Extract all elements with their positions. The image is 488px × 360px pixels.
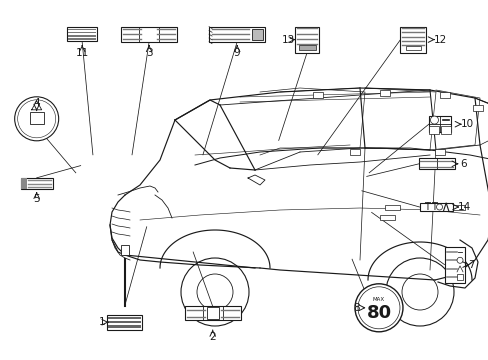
Text: 9: 9	[233, 48, 240, 58]
FancyBboxPatch shape	[312, 92, 323, 98]
Text: T: T	[430, 202, 436, 212]
FancyBboxPatch shape	[107, 315, 142, 330]
FancyBboxPatch shape	[444, 247, 464, 283]
Text: 6: 6	[459, 159, 466, 169]
FancyBboxPatch shape	[456, 274, 462, 280]
FancyBboxPatch shape	[384, 205, 399, 210]
Text: 13: 13	[281, 35, 295, 45]
FancyBboxPatch shape	[405, 46, 420, 50]
FancyBboxPatch shape	[121, 245, 128, 255]
FancyBboxPatch shape	[400, 27, 425, 53]
Circle shape	[354, 284, 402, 332]
Text: 10: 10	[460, 119, 472, 129]
Text: 1: 1	[98, 317, 105, 327]
FancyBboxPatch shape	[439, 92, 449, 98]
FancyBboxPatch shape	[108, 325, 141, 328]
FancyBboxPatch shape	[419, 203, 452, 211]
Text: 8: 8	[353, 303, 360, 313]
Circle shape	[357, 287, 399, 329]
Circle shape	[197, 274, 232, 310]
FancyBboxPatch shape	[379, 215, 394, 220]
FancyBboxPatch shape	[108, 321, 141, 323]
FancyBboxPatch shape	[379, 90, 389, 96]
Text: 3: 3	[145, 48, 152, 58]
Text: MAX: MAX	[372, 297, 384, 302]
FancyBboxPatch shape	[121, 27, 177, 42]
Circle shape	[181, 258, 248, 326]
Circle shape	[18, 100, 56, 138]
Text: 4: 4	[33, 98, 40, 108]
Text: 80: 80	[366, 304, 391, 322]
Text: 12: 12	[432, 35, 446, 45]
Text: 7: 7	[468, 260, 474, 270]
FancyBboxPatch shape	[434, 149, 444, 155]
FancyBboxPatch shape	[68, 38, 96, 40]
FancyBboxPatch shape	[184, 306, 240, 320]
Circle shape	[15, 97, 59, 141]
Text: 5: 5	[33, 194, 40, 204]
FancyBboxPatch shape	[67, 27, 97, 41]
FancyBboxPatch shape	[68, 35, 96, 37]
Circle shape	[429, 116, 438, 124]
FancyBboxPatch shape	[428, 126, 439, 134]
Text: T: T	[423, 202, 429, 212]
Text: 2: 2	[209, 332, 216, 342]
Circle shape	[385, 258, 453, 326]
FancyBboxPatch shape	[449, 205, 464, 210]
Circle shape	[436, 204, 442, 210]
FancyBboxPatch shape	[252, 29, 263, 40]
FancyBboxPatch shape	[298, 45, 315, 50]
FancyBboxPatch shape	[349, 149, 359, 155]
Text: 11: 11	[75, 48, 89, 58]
FancyBboxPatch shape	[20, 178, 27, 189]
FancyBboxPatch shape	[428, 116, 450, 132]
FancyBboxPatch shape	[472, 105, 482, 111]
FancyBboxPatch shape	[294, 27, 319, 53]
Text: 14: 14	[457, 202, 470, 212]
FancyBboxPatch shape	[30, 112, 43, 124]
FancyBboxPatch shape	[68, 28, 96, 30]
FancyBboxPatch shape	[440, 126, 450, 134]
FancyBboxPatch shape	[68, 32, 96, 33]
FancyBboxPatch shape	[20, 178, 53, 189]
FancyBboxPatch shape	[206, 307, 218, 319]
FancyBboxPatch shape	[108, 317, 141, 319]
FancyBboxPatch shape	[209, 27, 264, 42]
Circle shape	[401, 274, 437, 310]
FancyBboxPatch shape	[418, 158, 454, 169]
Circle shape	[456, 257, 462, 263]
